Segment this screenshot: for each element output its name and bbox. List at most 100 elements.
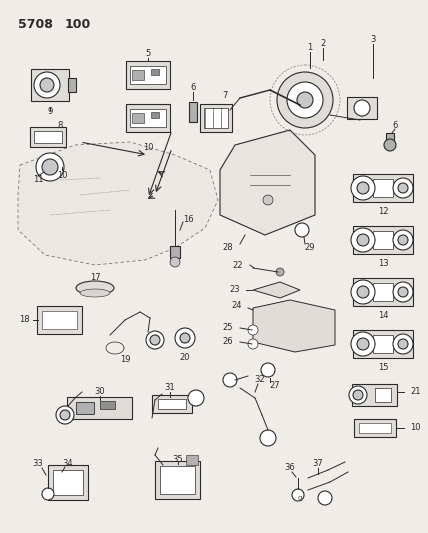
Text: 35: 35 xyxy=(172,456,183,464)
Text: 12: 12 xyxy=(378,207,388,216)
Text: 16: 16 xyxy=(183,215,193,224)
Text: 7: 7 xyxy=(222,91,228,100)
Circle shape xyxy=(357,286,369,298)
Polygon shape xyxy=(220,130,315,235)
Bar xyxy=(48,464,88,499)
Bar xyxy=(34,131,62,143)
Text: 14: 14 xyxy=(378,311,388,320)
Polygon shape xyxy=(253,282,300,298)
Bar xyxy=(38,306,83,334)
Text: 31: 31 xyxy=(165,384,175,392)
Circle shape xyxy=(393,230,413,250)
Text: 9: 9 xyxy=(48,108,53,117)
Bar xyxy=(30,127,66,147)
Text: 34: 34 xyxy=(62,458,73,467)
Text: 2: 2 xyxy=(321,39,326,49)
Text: 30: 30 xyxy=(95,387,105,397)
Text: 3: 3 xyxy=(370,36,376,44)
Bar xyxy=(158,399,186,409)
Circle shape xyxy=(261,363,275,377)
Text: 8: 8 xyxy=(57,122,62,131)
Text: 28: 28 xyxy=(223,244,233,253)
Circle shape xyxy=(357,234,369,246)
Bar xyxy=(130,109,166,127)
Circle shape xyxy=(60,410,70,420)
Text: 5: 5 xyxy=(146,50,151,59)
Text: 19: 19 xyxy=(120,356,130,365)
Circle shape xyxy=(398,339,408,349)
Circle shape xyxy=(398,287,408,297)
Bar xyxy=(130,66,166,84)
Bar xyxy=(76,402,94,414)
Text: 1: 1 xyxy=(307,44,312,52)
Text: 13: 13 xyxy=(377,260,388,269)
Circle shape xyxy=(351,332,375,356)
Bar xyxy=(31,69,69,101)
Circle shape xyxy=(349,386,367,404)
Circle shape xyxy=(393,178,413,198)
Bar xyxy=(386,133,394,143)
Circle shape xyxy=(393,282,413,302)
Text: q: q xyxy=(298,495,302,501)
Bar xyxy=(170,246,180,258)
Bar xyxy=(200,104,232,132)
Text: 10: 10 xyxy=(410,424,420,432)
Bar xyxy=(151,112,159,118)
Bar xyxy=(68,397,133,419)
Ellipse shape xyxy=(80,289,110,297)
Bar xyxy=(132,113,144,123)
Bar xyxy=(373,179,393,197)
Bar xyxy=(353,174,413,202)
Circle shape xyxy=(175,328,195,348)
Circle shape xyxy=(353,390,363,400)
Circle shape xyxy=(188,390,204,406)
Bar xyxy=(373,231,393,249)
Text: 32: 32 xyxy=(255,376,265,384)
Circle shape xyxy=(146,331,164,349)
Circle shape xyxy=(384,139,396,151)
Text: 6: 6 xyxy=(392,120,398,130)
Circle shape xyxy=(42,488,54,500)
Bar xyxy=(375,388,391,402)
Bar xyxy=(373,335,393,353)
Circle shape xyxy=(357,182,369,194)
Bar xyxy=(189,102,197,122)
Bar xyxy=(155,461,200,499)
Circle shape xyxy=(276,268,284,276)
Text: 29: 29 xyxy=(305,244,315,253)
Text: 20: 20 xyxy=(180,353,190,362)
Circle shape xyxy=(263,195,273,205)
Text: 11: 11 xyxy=(33,175,43,184)
Bar xyxy=(126,104,170,132)
Text: 36: 36 xyxy=(285,464,295,472)
Text: 37: 37 xyxy=(312,459,324,469)
Circle shape xyxy=(351,176,375,200)
Bar xyxy=(126,61,170,89)
Text: 15: 15 xyxy=(378,364,388,373)
Ellipse shape xyxy=(76,281,114,295)
Polygon shape xyxy=(253,300,335,352)
Circle shape xyxy=(292,489,304,501)
Text: 33: 33 xyxy=(33,459,43,469)
Text: 21: 21 xyxy=(410,387,420,397)
Circle shape xyxy=(42,159,58,175)
Text: 24: 24 xyxy=(232,301,242,310)
Circle shape xyxy=(180,333,190,343)
Text: 17: 17 xyxy=(90,273,100,282)
Circle shape xyxy=(354,100,370,116)
Bar xyxy=(204,108,228,128)
Bar xyxy=(359,423,391,433)
Bar xyxy=(353,330,413,358)
Bar xyxy=(354,419,396,437)
Text: 26: 26 xyxy=(223,337,233,346)
Circle shape xyxy=(357,338,369,350)
Circle shape xyxy=(36,153,64,181)
Text: 25: 25 xyxy=(223,324,233,333)
Bar xyxy=(353,278,413,306)
Bar xyxy=(152,395,192,413)
Circle shape xyxy=(150,335,160,345)
Bar xyxy=(132,70,144,80)
Circle shape xyxy=(318,491,332,505)
Circle shape xyxy=(351,228,375,252)
Bar xyxy=(160,466,196,494)
